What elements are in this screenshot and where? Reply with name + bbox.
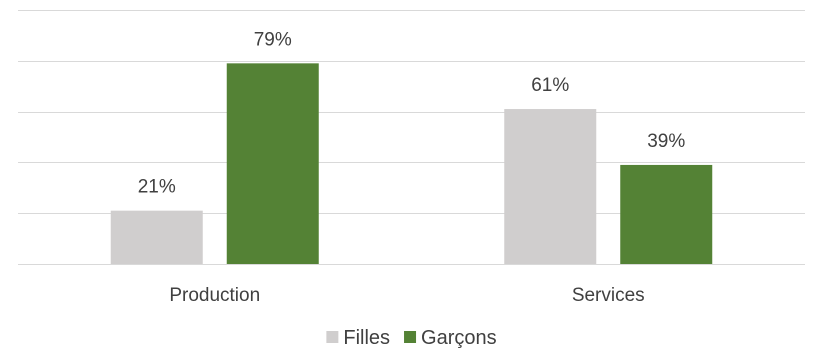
data-label: 79% xyxy=(254,29,292,50)
category-label: Production xyxy=(169,285,260,306)
legend-swatch-gar-ons xyxy=(404,331,416,343)
bars xyxy=(111,63,713,264)
category-labels: Production Services xyxy=(169,285,644,306)
category-label: Services xyxy=(572,285,645,306)
legend-swatch-filles xyxy=(326,331,338,343)
data-label: 39% xyxy=(647,131,685,152)
bar-gar-ons-production xyxy=(227,63,319,264)
bar-filles-production xyxy=(111,211,203,264)
bar-filles-services xyxy=(504,109,596,264)
data-label: 21% xyxy=(138,177,176,198)
data-label: 61% xyxy=(531,75,569,96)
data-labels: 21% 79% 61% 39% xyxy=(138,29,686,197)
legend-label-filles: Filles xyxy=(343,327,390,349)
legend-label-gar-ons: Garçons xyxy=(421,327,497,349)
bar-gar-ons-services xyxy=(620,165,712,264)
legend: Filles Garçons xyxy=(326,327,496,349)
